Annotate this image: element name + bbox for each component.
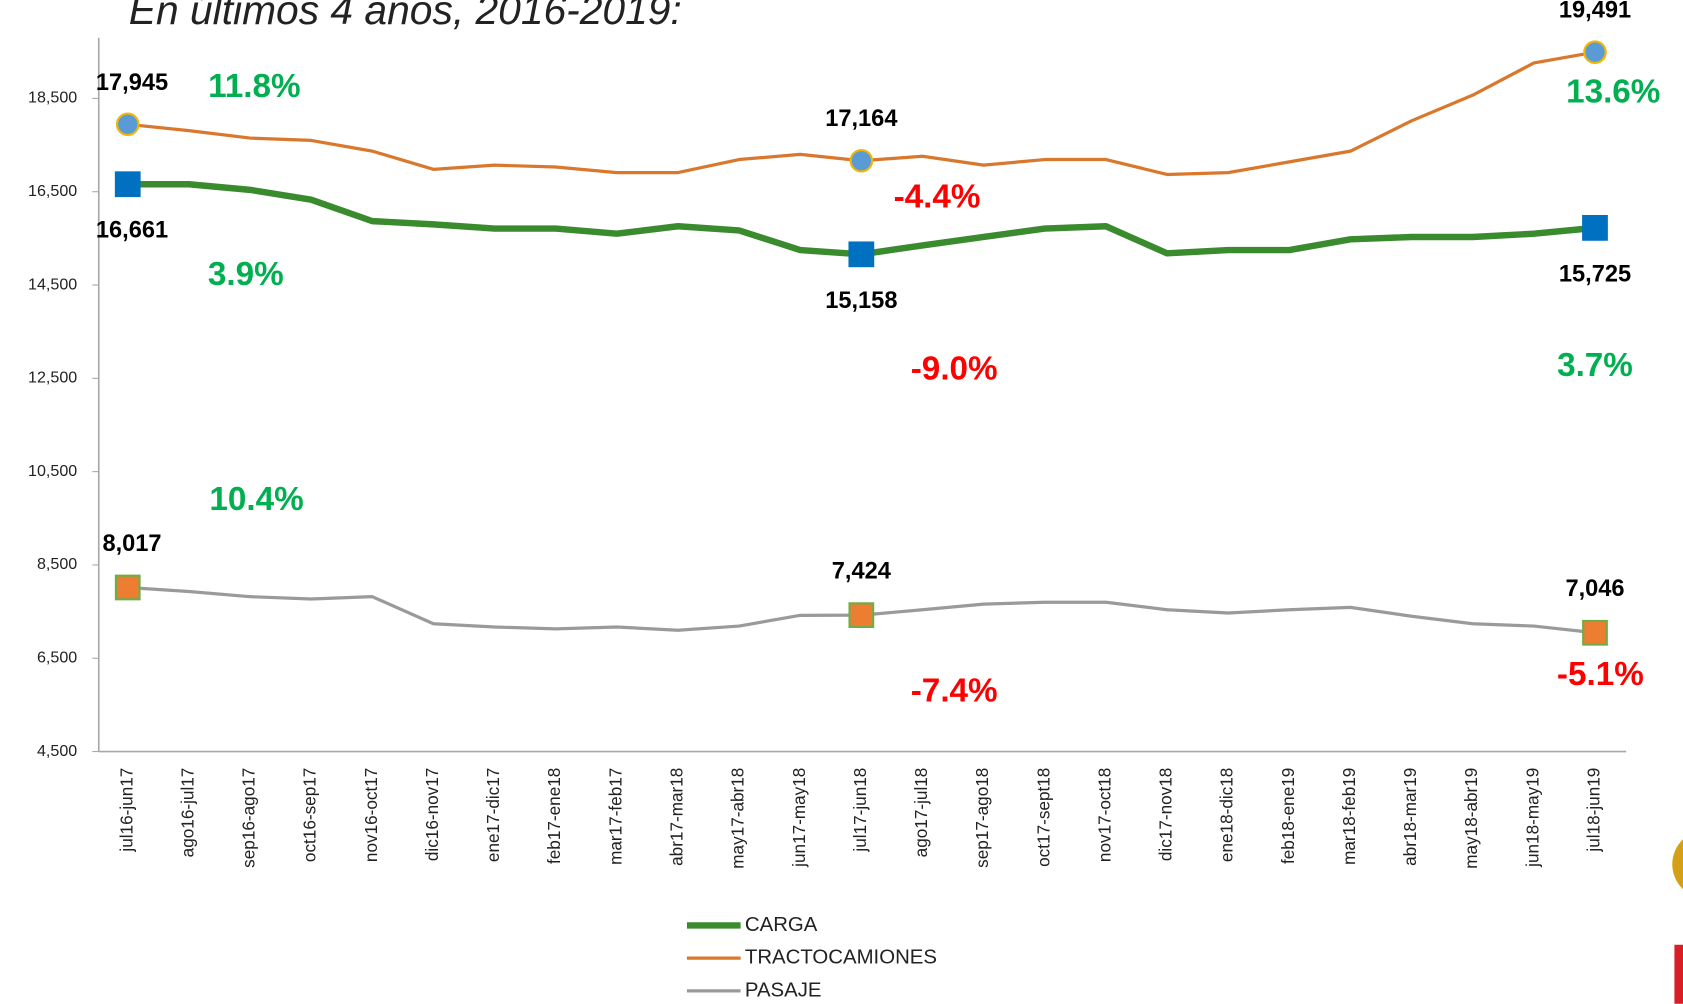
marker [848,602,875,629]
annotation: 11.8% [208,68,301,105]
legend-label: PASAJE [745,979,822,1001]
marker [115,112,140,137]
x-tick-label: nov17-oct18 [1094,768,1114,862]
x-tick-label: jul16-jun17 [116,768,136,853]
marker [1582,215,1608,241]
x-tick-label: jun18-may19 [1522,768,1542,868]
data-label: 8,017 [102,531,161,557]
marker [114,171,141,198]
x-tick-label: sep16-ago17 [239,768,259,868]
annotation: -5.1% [1557,656,1644,693]
y-tick-label: 16,500 [28,182,77,200]
x-tick-label: mar17-feb17 [605,768,625,865]
logo-decoration [1672,839,1683,890]
x-tick-label: sep17-ago18 [972,768,992,868]
data-label: 15,158 [825,288,897,314]
x-tick-label: dic16-nov17 [422,768,442,861]
x-tick-label: ago16-jul17 [177,768,197,858]
x-tick-label: mar18-feb19 [1339,768,1359,865]
legend-label: TRACTOCAMIONES [745,947,937,969]
y-tick-label: 8,500 [37,555,77,573]
x-tick-label: jul18-jun19 [1584,768,1604,853]
x-tick-label: ene17-dic17 [483,768,503,862]
x-tick-label: feb17-ene18 [544,768,564,864]
x-tick-label: jun17-may18 [789,768,809,868]
data-label: 17,945 [96,70,168,96]
x-tick-label: nov16-oct17 [361,768,381,862]
annotation: -7.4% [911,672,998,709]
marker [849,148,874,173]
annotation: 13.6% [1566,73,1660,110]
annotation: -4.4% [894,179,981,216]
annotation: 10.4% [209,481,303,518]
data-label: 16,661 [96,218,168,244]
x-tick-label: abr17-mar18 [666,768,686,866]
y-tick-label: 10,500 [28,462,77,480]
x-tick-label: ago17-jul18 [911,768,931,858]
x-tick-label: may17-abr18 [728,768,748,869]
marker [848,241,875,268]
x-tick-label: jul17-jun18 [850,768,870,853]
y-tick-label: 14,500 [28,275,77,293]
logo-decoration [1674,944,1683,1004]
y-tick-label: 12,500 [28,369,77,387]
x-tick-label: may18-abr19 [1461,768,1481,869]
legend-label: CARGA [745,914,818,936]
x-tick-label: ene18-dic18 [1217,768,1237,862]
marker [1582,619,1608,646]
annotation: -9.0% [911,350,998,387]
x-tick-label: abr18-mar19 [1400,768,1420,866]
x-tick-label: oct17-sept18 [1033,768,1053,867]
y-tick-label: 4,500 [37,742,77,760]
data-label: 7,424 [832,558,891,584]
x-tick-label: oct16-sep17 [300,768,320,862]
marker [1583,40,1607,65]
data-label: 17,164 [825,106,897,132]
y-tick-label: 18,500 [28,89,77,107]
annotation: 3.9% [208,256,284,293]
y-tick-label: 6,500 [37,648,77,666]
marker [114,574,141,601]
data-label: 7,046 [1565,576,1624,602]
x-tick-label: dic17-nov18 [1156,768,1176,861]
data-label: 19,491 [1559,0,1631,24]
chart-title: En últimos 4 años, 2016-2019: [129,0,682,33]
data-label: 15,725 [1559,261,1631,287]
x-tick-label: feb18-ene19 [1278,768,1298,864]
annotation: 3.7% [1557,347,1633,384]
